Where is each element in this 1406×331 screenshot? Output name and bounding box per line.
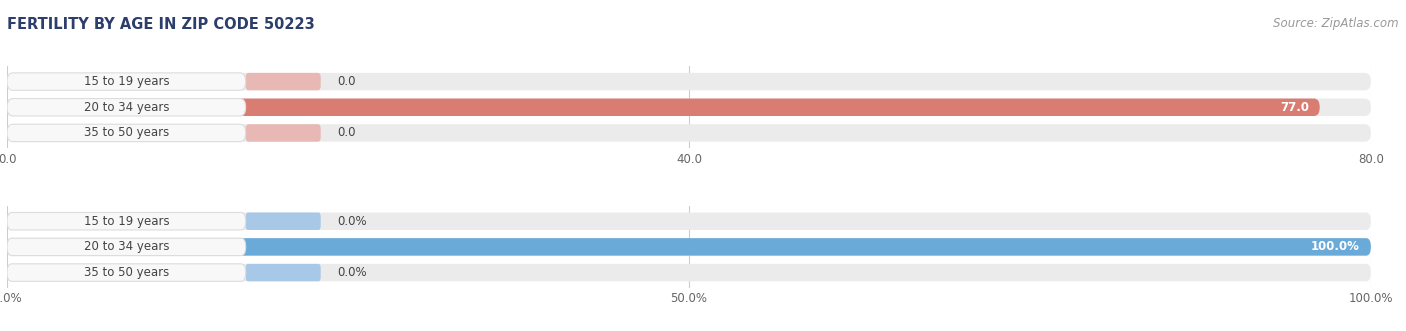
- FancyBboxPatch shape: [7, 238, 246, 256]
- FancyBboxPatch shape: [7, 99, 1320, 116]
- Text: FERTILITY BY AGE IN ZIP CODE 50223: FERTILITY BY AGE IN ZIP CODE 50223: [7, 17, 315, 31]
- FancyBboxPatch shape: [7, 73, 1371, 90]
- Text: 15 to 19 years: 15 to 19 years: [83, 215, 169, 228]
- Text: 0.0%: 0.0%: [337, 215, 367, 228]
- FancyBboxPatch shape: [246, 264, 321, 281]
- FancyBboxPatch shape: [246, 213, 321, 230]
- FancyBboxPatch shape: [7, 238, 1371, 256]
- FancyBboxPatch shape: [246, 124, 321, 142]
- Text: 100.0%: 100.0%: [1310, 240, 1360, 254]
- Text: 0.0: 0.0: [337, 126, 356, 139]
- FancyBboxPatch shape: [7, 264, 1371, 281]
- FancyBboxPatch shape: [7, 238, 1371, 256]
- FancyBboxPatch shape: [7, 213, 246, 230]
- FancyBboxPatch shape: [246, 73, 321, 90]
- Text: 0.0%: 0.0%: [337, 266, 367, 279]
- Text: Source: ZipAtlas.com: Source: ZipAtlas.com: [1274, 17, 1399, 29]
- Text: 15 to 19 years: 15 to 19 years: [83, 75, 169, 88]
- FancyBboxPatch shape: [7, 124, 1371, 142]
- Text: 20 to 34 years: 20 to 34 years: [83, 101, 169, 114]
- Text: 35 to 50 years: 35 to 50 years: [84, 266, 169, 279]
- FancyBboxPatch shape: [7, 99, 1371, 116]
- Text: 0.0: 0.0: [337, 75, 356, 88]
- FancyBboxPatch shape: [7, 213, 1371, 230]
- Text: 20 to 34 years: 20 to 34 years: [83, 240, 169, 254]
- FancyBboxPatch shape: [7, 73, 246, 90]
- Text: 77.0: 77.0: [1279, 101, 1309, 114]
- Text: 35 to 50 years: 35 to 50 years: [84, 126, 169, 139]
- FancyBboxPatch shape: [7, 99, 246, 116]
- FancyBboxPatch shape: [7, 124, 246, 142]
- FancyBboxPatch shape: [7, 264, 246, 281]
